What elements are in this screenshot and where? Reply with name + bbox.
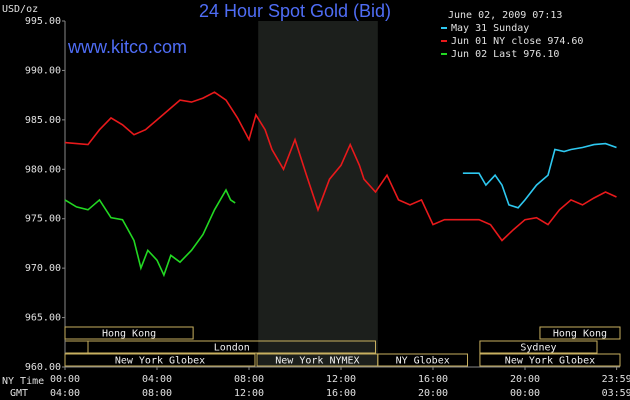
y-tick-label: 980.00 xyxy=(25,164,61,175)
series-line xyxy=(64,91,617,242)
session-box xyxy=(64,340,89,354)
y-tick-label: 975.00 xyxy=(25,214,61,225)
session-box xyxy=(479,353,621,367)
session-label: New York Globex xyxy=(505,356,595,367)
session-label: Hong Kong xyxy=(553,329,607,340)
session-label: Sydney xyxy=(520,343,556,354)
session-box xyxy=(539,326,621,340)
x-tick-label: 08:00 xyxy=(234,374,264,385)
session-box xyxy=(64,353,256,367)
x-tick-label: 23:59 xyxy=(602,374,630,385)
legend-label: May 31 Sunday xyxy=(451,23,529,34)
session-label: New York Globex xyxy=(115,356,205,367)
gmt-row-label: GMT xyxy=(10,388,28,399)
legend-label: Jun 02 Last 976.10 xyxy=(451,49,559,60)
unit-label: USD/oz xyxy=(2,4,38,15)
session-box xyxy=(64,326,194,340)
gmt-tick-label: 03:59 xyxy=(602,388,630,399)
series-line xyxy=(64,188,236,278)
timestamp: June 02, 2009 07:13 xyxy=(448,10,562,21)
shade-region xyxy=(258,21,378,367)
session-label: New York NYMEX xyxy=(275,356,359,367)
session-box xyxy=(479,340,598,354)
x-tick-label: 20:00 xyxy=(510,374,540,385)
x-tick-label: 04:00 xyxy=(142,374,172,385)
x-tick-label: 00:00 xyxy=(50,374,80,385)
y-tick-label: 965.00 xyxy=(25,313,61,324)
chart-title: 24 Hour Spot Gold (Bid) xyxy=(199,1,391,21)
gmt-tick-label: 08:00 xyxy=(142,388,172,399)
y-tick-label: 990.00 xyxy=(25,65,61,76)
y-tick-label: 960.00 xyxy=(25,362,61,373)
gmt-tick-label: 20:00 xyxy=(418,388,448,399)
y-tick-label: 970.00 xyxy=(25,263,61,274)
y-tick-label: 985.00 xyxy=(25,115,61,126)
x-tick-label: 12:00 xyxy=(326,374,356,385)
y-tick-label: 995.00 xyxy=(25,16,61,27)
session-label: London xyxy=(214,343,250,354)
session-label: NY Globex xyxy=(396,356,450,367)
gmt-tick-label: 12:00 xyxy=(234,388,264,399)
session-box xyxy=(377,353,469,367)
x-tick-label: 16:00 xyxy=(418,374,448,385)
session-label: Hong Kong xyxy=(102,329,156,340)
series-line xyxy=(462,142,617,209)
gmt-tick-label: 00:00 xyxy=(510,388,540,399)
session-box xyxy=(87,340,377,354)
x-row-label: NY Time xyxy=(2,376,44,387)
legend-label: Jun 01 NY close 974.60 xyxy=(451,36,583,47)
site-label: www.kitco.com xyxy=(67,37,187,57)
gmt-tick-label: 16:00 xyxy=(326,388,356,399)
gmt-tick-label: 04:00 xyxy=(50,388,80,399)
